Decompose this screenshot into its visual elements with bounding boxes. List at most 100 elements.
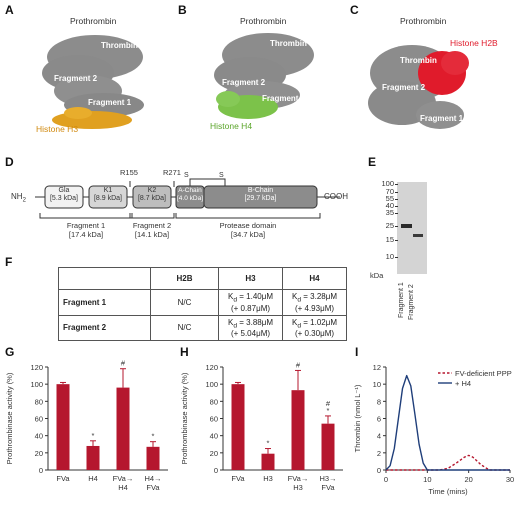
panel-b-histone-label: Histone H4 — [210, 121, 253, 131]
kd-row-fragment2: Fragment 2 N/C Kd = 3.88μM (+ 5.04μM) Kd … — [58, 314, 347, 342]
significance-marker: * — [152, 432, 155, 441]
r155-label: R155 — [120, 168, 138, 177]
disulfide-s2: S — [219, 172, 224, 179]
gel-marker-tick — [395, 184, 398, 185]
domain-k2 — [132, 185, 172, 209]
kd-cell-h3: Kd = 1.40μM (+ 0.87μM) — [218, 289, 283, 316]
y-tick-label: 40 — [210, 432, 218, 441]
panel-a-label-fragment2: Fragment 2 — [54, 74, 98, 83]
y-tick-label: 20 — [210, 449, 218, 458]
y-tick-label: 10 — [373, 380, 381, 389]
domain-k1-label: K1 [8.9 kDa] — [93, 187, 122, 202]
y-axis-label: Thrombin (nmol L⁻¹) — [353, 384, 362, 452]
kd-row-fragment1: Fragment 1 N/C Kd = 1.40μM (+ 0.87μM) Kd … — [58, 289, 347, 316]
bar — [116, 387, 130, 470]
x-tick-label: FVa→ — [288, 474, 309, 483]
domain-b-chain — [203, 185, 318, 209]
x-tick-label: 30 — [506, 475, 514, 484]
disulfide-s1: S — [184, 172, 189, 179]
structure-c — [368, 45, 469, 129]
panel-c-histone-label: Histone H2B — [450, 38, 498, 48]
panel-b-label-thrombin: Thrombin — [270, 39, 307, 48]
panel-b-label-fragment2: Fragment 2 — [222, 78, 266, 87]
domain-b-chain-label: B-Chain [29.7 kDa] — [244, 187, 277, 202]
kd-cell-h4: Kd = 3.28μM (+ 4.93μM) — [282, 289, 347, 316]
structure-b — [214, 33, 314, 119]
y-tick-label: 0 — [214, 466, 218, 475]
bar — [321, 423, 335, 470]
x-axis-label: Time (mins) — [428, 487, 468, 496]
domain-gla-label: Gla [5.3 kDa] — [49, 187, 78, 202]
panel-letter-g: G — [5, 345, 15, 359]
disulfide-bond — [189, 178, 226, 186]
x-tick-label: 20 — [464, 475, 472, 484]
bar — [231, 384, 245, 470]
gel-image — [397, 182, 427, 274]
y-axis-label: Prothrombinase activity (%) — [5, 372, 14, 464]
panel-b-title: Prothrombin — [240, 16, 287, 26]
bracket-fragment1 — [39, 213, 133, 219]
bar — [291, 390, 305, 470]
gel-marker-tick — [395, 240, 398, 241]
gel-band-fragment2 — [413, 234, 423, 237]
x-tick-label: H4→ — [144, 474, 161, 483]
kd-col-h2b: H2B — [150, 267, 219, 290]
y-tick-label: 100 — [205, 380, 218, 389]
panel-letter-c: C — [350, 3, 359, 17]
gel-marker-tick — [395, 226, 398, 227]
x-tick-label: H4 — [88, 474, 98, 483]
legend-label: + H4 — [455, 379, 471, 388]
cooh-label: COOH — [324, 192, 348, 201]
structure-a — [42, 35, 144, 129]
x-tick-label: 0 — [384, 475, 388, 484]
domain-diagram — [35, 178, 340, 219]
bar — [146, 446, 160, 470]
kd-col-h3: H3 — [218, 267, 283, 290]
y-tick-label: 6 — [377, 415, 381, 424]
significance-marker: # — [296, 360, 301, 369]
kd-cell-h3: Kd = 3.88μM (+ 5.04μM) — [218, 314, 283, 342]
gel-marker-label: 70 — [385, 187, 394, 196]
kd-table-corner — [58, 267, 151, 290]
domain-k1 — [88, 185, 128, 209]
panel-letter-a: A — [5, 3, 14, 17]
y-tick-label: 12 — [373, 363, 381, 372]
panel-c-label-fragment1: Fragment 1 — [420, 114, 464, 123]
kd-cell-h4: Kd = 1.02μM (+ 0.30μM) — [282, 314, 347, 342]
y-tick-label: 2 — [377, 449, 381, 458]
x-tick-label: FVa — [231, 474, 245, 483]
r271-label: R271 — [163, 168, 181, 177]
gel-marker-label: 40 — [385, 201, 394, 210]
kd-cell-h2b: N/C — [150, 314, 219, 342]
y-tick-label: 60 — [210, 415, 218, 424]
panel-c-title: Prothrombin — [400, 16, 447, 26]
y-tick-label: 20 — [35, 449, 43, 458]
kd-col-h4: H4 — [282, 267, 347, 290]
significance-marker: * — [267, 439, 270, 448]
gel-marker-label: 55 — [385, 194, 394, 203]
gel-marker-tick — [395, 199, 398, 200]
x-tick-label: H3 — [263, 474, 273, 483]
gel-lane-2: Fragment 2 — [408, 284, 415, 320]
panel-letter-d: D — [5, 155, 14, 169]
y-tick-label: 40 — [35, 432, 43, 441]
protein-structures — [42, 33, 469, 129]
bracket-fragment2-label: Fragment 2 [14.1 kDa] — [132, 221, 172, 239]
panel-a-title: Prothrombin — [70, 16, 117, 26]
gel-marker-label: 100 — [381, 179, 394, 188]
bracket-protease — [175, 213, 321, 219]
chart-g-prothrombinase-h4: 0 20 40 60 80 100 120 Prothrombinase activity (… — [5, 359, 168, 492]
panel-a-label-fragment1: Fragment 1 — [88, 98, 132, 107]
y-tick-label: 80 — [35, 397, 43, 406]
kd-row-label: Fragment 1 — [58, 289, 151, 316]
y-tick-label: 0 — [39, 466, 43, 475]
bracket-protease-label: Protease domain [34.7 kDa] — [219, 221, 277, 239]
panel-a-histone-label: Histone H3 — [36, 124, 79, 134]
domain-gla — [44, 185, 84, 209]
panel-letter-i: I — [355, 345, 359, 359]
series-line — [386, 454, 510, 471]
y-tick-label: 60 — [35, 415, 43, 424]
x-tick-label: FVa→ — [113, 474, 134, 483]
panel-letter-f: F — [5, 255, 13, 269]
y-axis-label: Prothrombinase activity (%) — [180, 372, 189, 464]
